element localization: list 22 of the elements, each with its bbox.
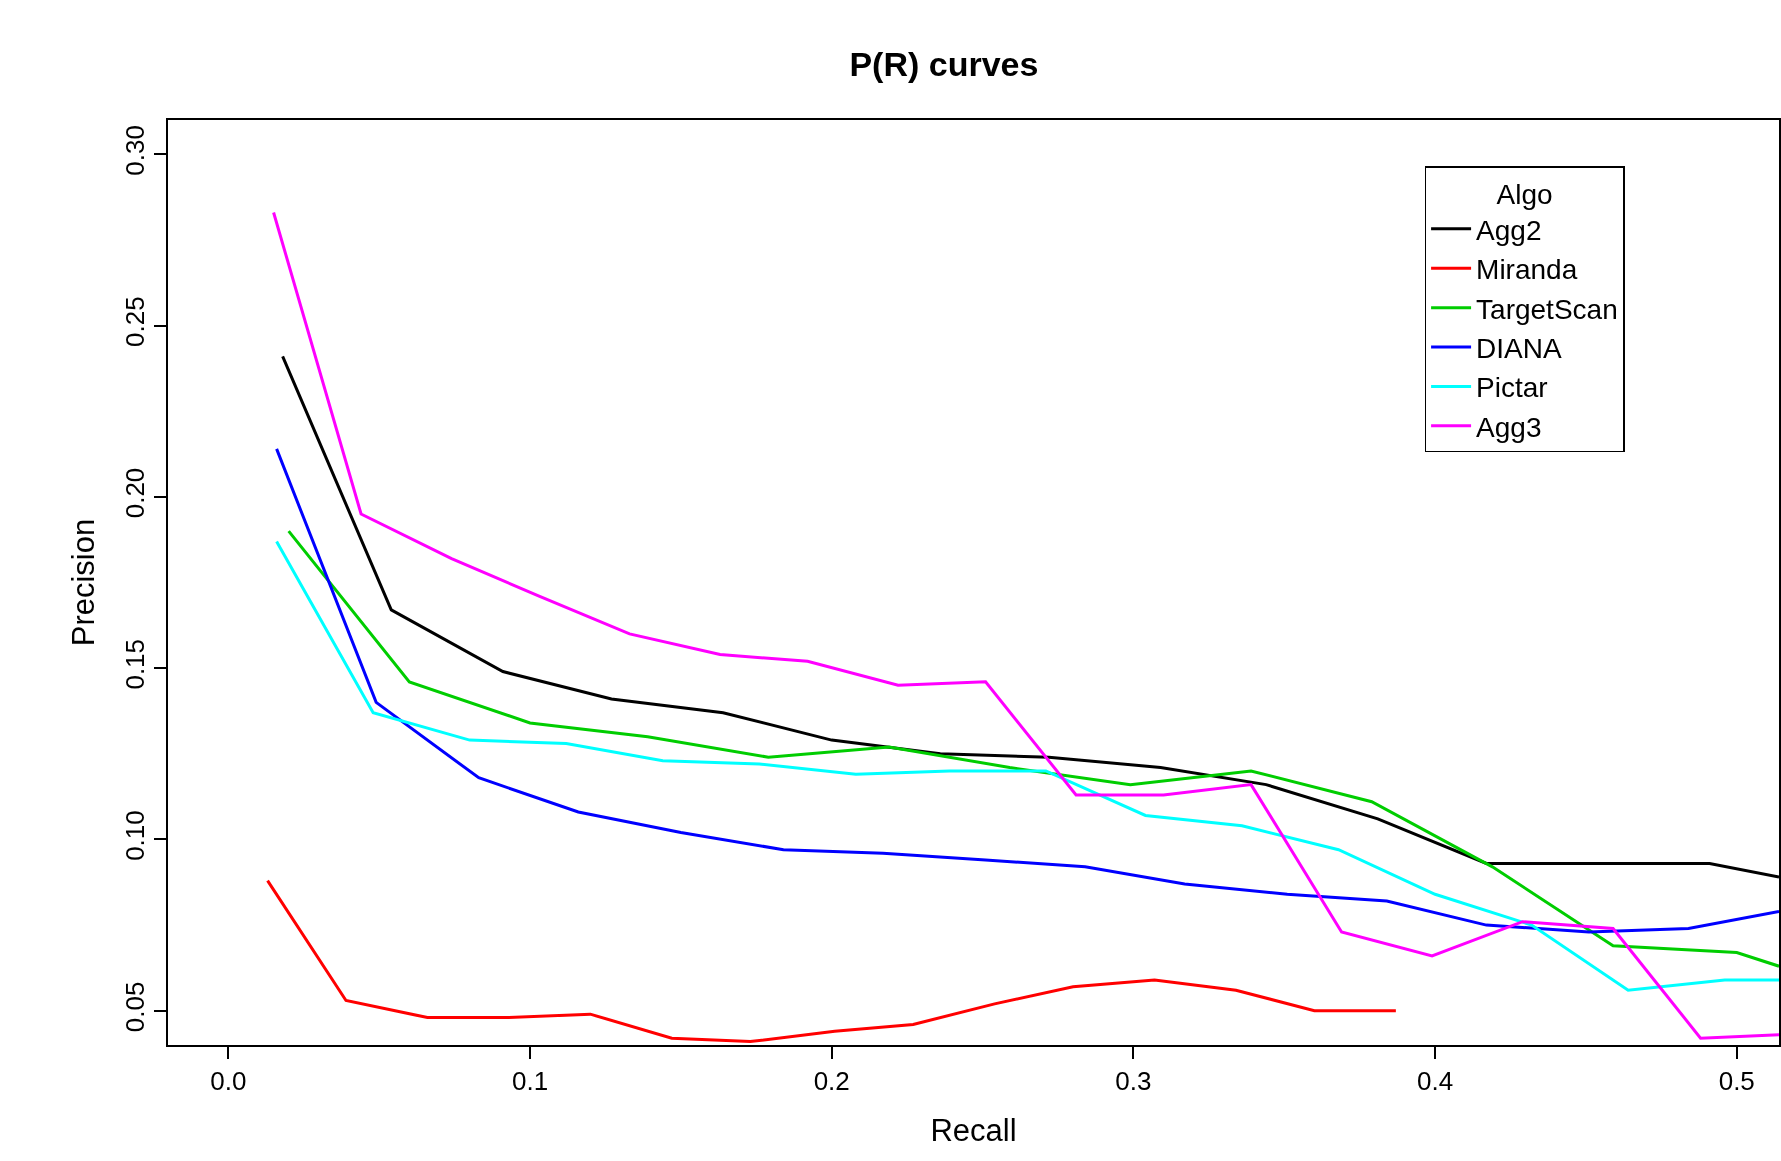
- x-axis-title: Recall: [930, 1112, 1017, 1148]
- x-tick-label: 0.1: [511, 1065, 549, 1096]
- x-tick-label: 0.2: [813, 1065, 850, 1096]
- y-tick-label: 0.30: [119, 125, 150, 176]
- x-tick-label: 0.0: [210, 1065, 247, 1096]
- legend-title: Algo: [1496, 179, 1553, 211]
- x-tick-label: 0.4: [1417, 1065, 1454, 1096]
- legend-label: Miranda: [1476, 254, 1578, 286]
- legend-label: DIANA: [1476, 332, 1562, 364]
- chart-title: P(R) curves: [849, 45, 1039, 84]
- legend-label: TargetScan: [1476, 293, 1618, 325]
- y-tick-label: 0.20: [119, 467, 150, 519]
- legend-label: Agg3: [1476, 411, 1542, 443]
- legend-label: Pictar: [1476, 372, 1548, 404]
- y-tick-label: 0.10: [119, 810, 150, 861]
- legend-label: Agg2: [1476, 214, 1542, 246]
- y-tick-label: 0.05: [119, 981, 150, 1033]
- y-axis-title: Precision: [66, 518, 101, 647]
- y-tick-label: 0.15: [119, 638, 150, 690]
- x-tick-label: 0.5: [1718, 1065, 1755, 1096]
- x-tick-label: 0.3: [1115, 1065, 1152, 1096]
- y-tick-label: 0.25: [119, 296, 150, 347]
